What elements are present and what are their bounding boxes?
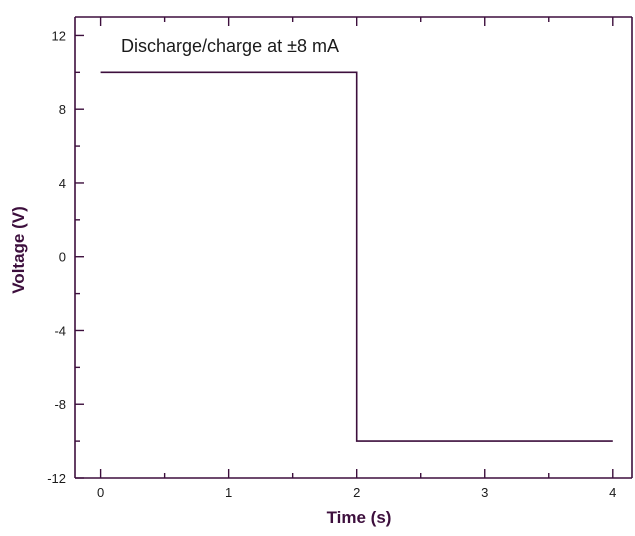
plot-frame [74,16,633,479]
chart-annotation: Discharge/charge at ±8 mA [121,36,339,56]
x-tick-label: 3 [481,485,488,500]
x-axis-title: Time (s) [327,508,392,527]
y-tick-label: 0 [59,250,66,265]
x-tick-label: 0 [97,485,104,500]
voltage-series-line [100,71,613,442]
x-tick-label: 2 [353,485,360,500]
axis-ticks [75,17,614,479]
y-tick-label: 4 [59,176,66,191]
x-tick-label: 4 [609,485,616,500]
y-tick-label: -8 [54,397,66,412]
series-group [100,71,613,442]
y-axis-title: Voltage (V) [9,206,28,294]
y-tick-label: 8 [59,102,66,117]
y-tick-label: -4 [54,323,66,338]
y-tick-label: 12 [52,28,66,43]
x-tick-label: 1 [225,485,232,500]
y-tick-label: -12 [47,471,66,486]
